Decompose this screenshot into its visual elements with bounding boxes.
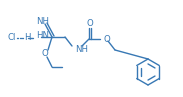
Text: Cl: Cl: [8, 33, 16, 42]
Text: HN: HN: [36, 30, 49, 39]
Text: O: O: [103, 35, 110, 43]
Text: NH: NH: [75, 45, 88, 54]
Text: H: H: [24, 33, 31, 42]
Text: NH: NH: [36, 16, 49, 26]
Text: O: O: [87, 19, 93, 29]
Text: O: O: [42, 49, 48, 58]
